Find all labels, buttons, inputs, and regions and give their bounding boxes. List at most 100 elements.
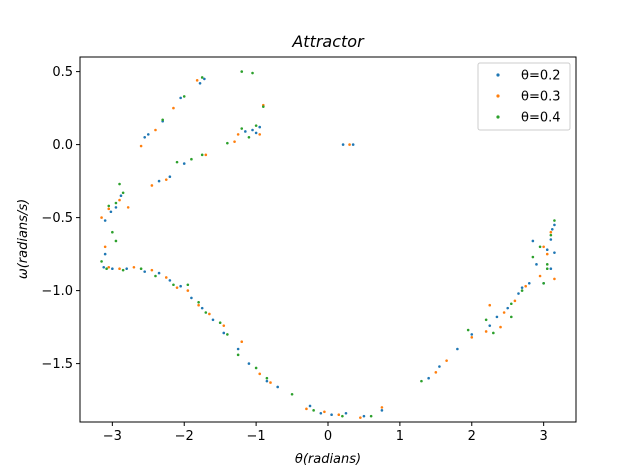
- data-point-series-0-27: [190, 296, 193, 300]
- data-point-series-2-12: [200, 153, 204, 157]
- data-point-series-2-4: [200, 76, 204, 79]
- data-point-series-2-47: [553, 219, 556, 222]
- data-point-series-0-57: [549, 267, 553, 271]
- data-point-series-2-40: [492, 331, 495, 335]
- data-point-series-1-7: [258, 133, 262, 136]
- data-point-series-2-42: [520, 289, 524, 292]
- data-point-series-2-17: [111, 230, 114, 234]
- y-axis-label: ω(radians/s): [16, 199, 31, 279]
- data-point-series-1-10: [150, 184, 154, 187]
- data-point-series-2-41: [510, 302, 513, 306]
- legend-label-2: θ=0.4: [521, 111, 561, 126]
- data-point-series-0-46: [495, 315, 499, 319]
- data-point-series-0-50: [535, 263, 538, 266]
- data-point-series-1-15: [126, 206, 130, 209]
- legend-label-0: θ=0.2: [521, 69, 561, 84]
- data-point-series-2-27: [204, 311, 208, 314]
- legend-label-1: θ=0.3: [521, 90, 561, 105]
- data-point-series-2-8: [254, 124, 258, 127]
- data-point-series-0-22: [125, 267, 129, 271]
- data-point-series-1-29: [269, 381, 272, 384]
- data-point-series-1-34: [380, 406, 384, 409]
- data-point-series-2-25: [186, 283, 190, 287]
- data-point-series-0-10: [258, 125, 262, 129]
- data-point-series-2-7: [247, 136, 251, 139]
- data-point-series-1-22: [175, 286, 179, 289]
- data-point-series-0-43: [456, 347, 459, 351]
- data-point-series-0-35: [308, 404, 312, 408]
- data-point-series-2-38: [466, 328, 470, 332]
- data-point-series-2-18: [114, 239, 118, 243]
- data-point-series-2-39: [484, 318, 488, 322]
- data-point-series-0-33: [265, 379, 269, 383]
- y-tick-label: 0.0: [52, 138, 73, 153]
- data-point-series-0-48: [517, 292, 520, 295]
- chart-title: Attractor: [291, 32, 365, 51]
- data-point-series-2-22: [139, 267, 143, 271]
- data-point-series-2-24: [172, 283, 175, 287]
- data-point-series-2-3: [182, 95, 186, 98]
- data-point-series-0-21: [111, 267, 114, 271]
- data-point-series-2-46: [549, 233, 553, 237]
- data-point-series-0-9: [251, 128, 254, 132]
- y-tick-label: −1.5: [41, 357, 73, 372]
- x-tick-label: −2: [175, 429, 194, 444]
- data-point-series-1-13: [107, 207, 111, 211]
- data-point-series-0-17: [114, 206, 118, 209]
- data-point-series-1-9: [236, 133, 240, 136]
- data-point-series-0-37: [330, 413, 333, 417]
- data-point-series-0-18: [119, 194, 123, 197]
- legend-marker-1: [496, 94, 500, 98]
- data-point-series-1-38: [484, 330, 488, 333]
- data-point-series-2-28: [218, 321, 222, 325]
- data-point-series-2-26: [197, 300, 200, 304]
- data-point-series-2-33: [290, 392, 294, 396]
- data-point-series-0-38: [344, 411, 348, 415]
- data-point-series-1-44: [542, 245, 545, 249]
- data-point-series-1-20: [150, 268, 154, 272]
- data-point-series-0-28: [200, 306, 204, 310]
- data-point-series-2-30: [236, 353, 240, 357]
- legend-marker-2: [496, 115, 500, 119]
- data-point-series-2-37: [420, 379, 423, 383]
- data-point-series-1-0: [348, 143, 351, 146]
- data-point-series-0-25: [168, 279, 172, 282]
- data-point-series-2-1: [251, 71, 254, 75]
- data-point-series-1-1: [139, 144, 143, 148]
- data-point-series-1-23: [186, 289, 190, 292]
- legend-marker-0: [496, 73, 500, 77]
- data-point-series-0-23: [143, 270, 146, 273]
- data-point-series-1-43: [538, 274, 542, 278]
- data-point-series-1-41: [513, 299, 517, 303]
- data-point-series-0-19: [103, 252, 107, 256]
- data-point-series-2-23: [154, 274, 157, 278]
- data-point-series-1-36: [445, 359, 448, 362]
- legend: θ=0.2 θ=0.3 θ=0.4: [477, 62, 571, 131]
- data-point-series-1-11: [164, 178, 168, 181]
- data-point-series-0-14: [157, 179, 161, 183]
- x-tick-label: 3: [540, 429, 548, 444]
- data-point-series-0-26: [179, 284, 182, 288]
- data-point-series-0-0: [341, 143, 345, 146]
- data-point-series-0-7: [203, 77, 206, 81]
- data-point-series-1-40: [502, 311, 506, 314]
- data-point-series-0-40: [380, 409, 384, 412]
- data-point-series-1-17: [107, 265, 111, 269]
- data-point-series-2-9: [262, 105, 265, 108]
- data-point-series-1-47: [545, 252, 549, 256]
- data-point-series-1-25: [208, 312, 211, 316]
- data-point-series-0-49: [527, 282, 531, 285]
- data-point-series-0-39: [362, 414, 366, 418]
- data-point-series-0-36: [319, 411, 323, 415]
- data-point-series-2-29: [226, 333, 229, 336]
- data-point-series-0-8: [244, 130, 247, 133]
- data-point-series-1-33: [359, 416, 362, 419]
- data-point-series-1-35: [434, 371, 438, 374]
- data-point-series-2-6: [240, 127, 244, 130]
- data-point-series-0-1: [351, 143, 355, 146]
- data-point-series-0-34: [276, 385, 279, 389]
- data-point-series-0-54: [553, 223, 556, 227]
- data-point-series-0-42: [438, 365, 441, 368]
- data-point-series-1-6: [233, 140, 236, 143]
